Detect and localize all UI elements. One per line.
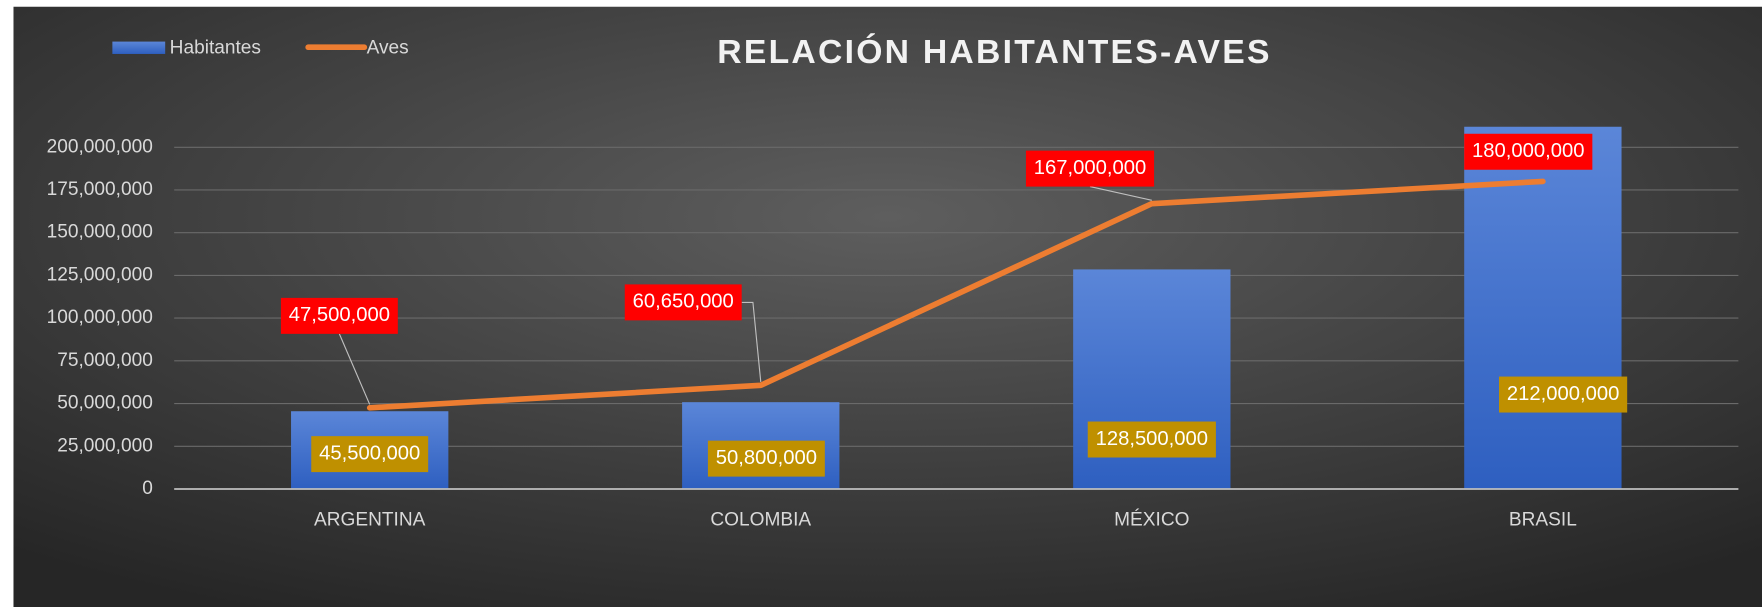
y-tick-label: 50,000,000	[57, 393, 153, 414]
x-tick-label: MÉXICO	[1114, 509, 1189, 530]
y-tick-label: 100,000,000	[47, 307, 153, 328]
y-tick-label: 200,000,000	[47, 136, 153, 157]
bar-value-label: 212,000,000	[1507, 383, 1619, 405]
y-tick-label: 175,000,000	[47, 179, 153, 200]
line-value-label-box	[1025, 150, 1155, 187]
line	[366, 178, 1546, 411]
y-tick-label: 75,000,000	[57, 350, 153, 371]
x-tick-label: COLOMBIA	[710, 509, 811, 530]
leader-line	[338, 333, 371, 405]
x-tick-label: ARGENTINA	[314, 509, 426, 530]
chart-title: RELACIÓN HABITANTES-AVES	[717, 33, 1271, 71]
x-tick-label: BRASIL	[1509, 509, 1577, 530]
y-tick-label: 0	[142, 478, 153, 499]
legend-label: Habitantes	[170, 37, 261, 58]
y-tick-label: 25,000,000	[57, 435, 153, 456]
legend-label: Aves	[367, 37, 409, 58]
line-value-label-box	[280, 297, 398, 334]
line-value-label-box	[624, 284, 742, 321]
line-value-label: 47,500,000	[289, 304, 390, 326]
y-tick-label: 150,000,000	[47, 222, 153, 243]
bar-value-label: 45,500,000	[319, 442, 420, 464]
line-value-label: 180,000,000	[1472, 140, 1584, 162]
bar-value-label: 50,800,000	[716, 447, 817, 469]
bar-value-label: 128,500,000	[1096, 428, 1208, 450]
line-value-label: 60,650,000	[633, 291, 734, 313]
bar-value-label-box	[707, 440, 825, 477]
bar-value-label-box	[1087, 421, 1216, 458]
bar-value-label-box	[311, 436, 429, 473]
leader-line	[1089, 186, 1152, 201]
leader-line	[741, 301, 762, 383]
line-value-label-box	[1464, 133, 1593, 170]
bar-value-label-box	[1499, 376, 1628, 413]
line-value-label: 167,000,000	[1034, 157, 1146, 179]
legend-swatch	[112, 41, 166, 54]
y-tick-label: 125,000,000	[47, 264, 153, 285]
